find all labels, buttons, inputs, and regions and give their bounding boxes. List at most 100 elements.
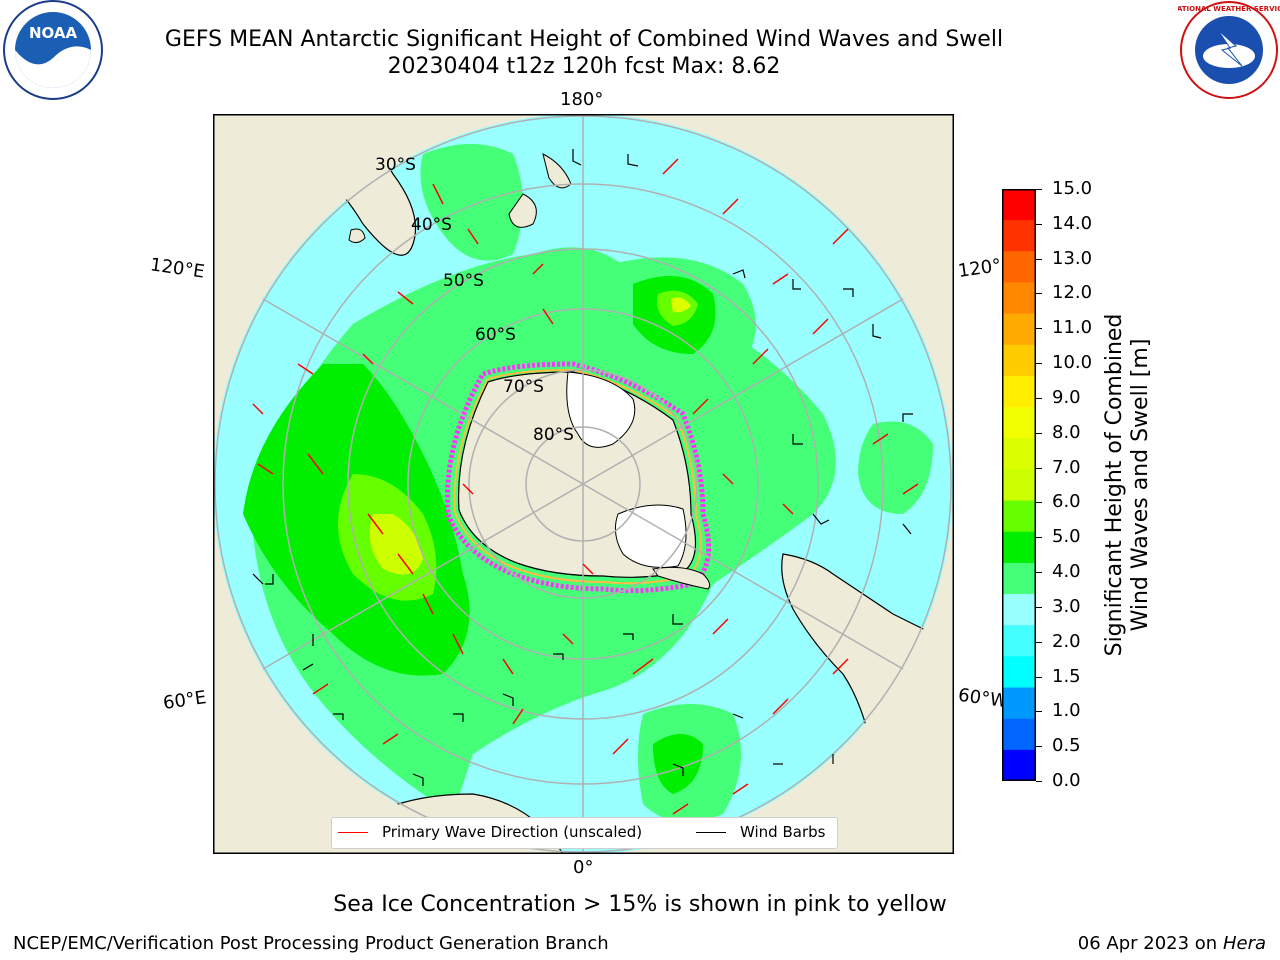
colorbar-tick-mark xyxy=(1036,572,1042,574)
colorbar-tick-mark xyxy=(1036,432,1042,434)
colorbar-tick-label: 2.0 xyxy=(1052,630,1081,652)
antarctic-peninsula xyxy=(652,566,711,590)
date-stamp: 06 Apr 2023 on Hera xyxy=(1078,933,1266,954)
colorbar-tick-label: 8.0 xyxy=(1052,421,1081,443)
wave-band-3-4-north xyxy=(420,144,523,261)
legend-label-barbs: Wind Barbs xyxy=(740,823,826,841)
lat-label-80s: 80°S xyxy=(533,425,574,445)
colorbar-cell xyxy=(1002,313,1036,346)
colorbar-cell xyxy=(1002,220,1036,252)
colorbar-tick-mark xyxy=(1036,502,1042,504)
colorbar-cell xyxy=(1002,375,1036,408)
noaa-logo-text: NOAA xyxy=(29,24,78,42)
noaa-logo: NOAA xyxy=(3,0,103,100)
machine-name: Hera xyxy=(1222,933,1266,954)
wave-band-6-7 xyxy=(369,514,423,575)
colorbar-cell xyxy=(1002,189,1036,221)
lon-label-60e: 60°E xyxy=(161,687,208,714)
wind-barbs xyxy=(252,149,913,786)
lon-label-120e: 120°E xyxy=(148,254,206,283)
lon-label-180: 180° xyxy=(560,89,604,110)
colorbar-cell xyxy=(1002,594,1036,626)
colorbar-tick-label: 10.0 xyxy=(1052,352,1093,374)
colorbar-tick-mark xyxy=(1036,189,1042,190)
colorbar-cell xyxy=(1002,469,1036,502)
lon-label-120w: 120° xyxy=(956,255,1003,282)
colorbar-tick-mark xyxy=(1036,711,1042,713)
nws-logo: NATIONAL WEATHER SERVICE xyxy=(1178,1,1280,99)
colorbar-tick-label: 1.5 xyxy=(1052,665,1081,687)
legend-label-wave: Primary Wave Direction (unscaled) xyxy=(382,823,643,841)
colorbar-cell xyxy=(1002,718,1036,751)
colorbar-tick-mark xyxy=(1036,641,1042,643)
wave-band-4-5-south xyxy=(653,734,703,794)
colorbar-tick-mark xyxy=(1036,606,1042,608)
legend-item-wave: Primary Wave Direction (unscaled) xyxy=(338,823,642,841)
colorbar-tick-label: 4.0 xyxy=(1052,561,1081,583)
chart-title: GEFS MEAN Antarctic Significant Height o… xyxy=(164,27,1004,52)
wave-arrows xyxy=(252,158,919,815)
ross-ice-shelf xyxy=(566,371,636,448)
colorbar-cell xyxy=(1002,251,1036,283)
colorbar-cells xyxy=(1002,189,1036,781)
colorbar-tick-label: 5.0 xyxy=(1052,526,1081,548)
colorbar-label-line2: Wind Waves and Swell [m] xyxy=(1128,338,1153,632)
colorbar-cell xyxy=(1002,749,1036,781)
lat-label-50s: 50°S xyxy=(443,271,484,291)
colorbar-tick-mark xyxy=(1036,258,1042,260)
sea-ice-note: Sea Ice Concentration > 15% is shown in … xyxy=(333,892,947,917)
tasmania xyxy=(348,228,366,244)
colorbar xyxy=(1002,189,1036,781)
colorbar-tick-mark xyxy=(1036,676,1042,678)
colorbar-cell xyxy=(1002,656,1036,689)
map-area: 30°S 40°S 50°S 60°S 70°S 80°S xyxy=(213,114,954,854)
lon-label-0: 0° xyxy=(573,857,594,878)
colorbar-tick-mark xyxy=(1036,781,1042,782)
date-text: 06 Apr 2023 on xyxy=(1077,933,1218,954)
legend-line-red xyxy=(338,831,368,833)
colorbar-tick-label: 11.0 xyxy=(1052,317,1093,339)
colorbar-tick-mark xyxy=(1036,293,1042,295)
legend: Primary Wave Direction (unscaled) Wind B… xyxy=(331,817,838,849)
colorbar-cell xyxy=(1002,687,1036,720)
colorbar-tick-label: 7.0 xyxy=(1052,456,1081,478)
map-frame xyxy=(213,114,954,854)
colorbar-cell xyxy=(1002,531,1036,564)
chart-subtitle: 20230404 t12z 120h fcst Max: 8.62 xyxy=(387,54,781,79)
colorbar-tick-mark xyxy=(1036,328,1042,330)
colorbar-tick-label: 12.0 xyxy=(1052,282,1093,304)
colorbar-label-line1: Significant Height of Combined xyxy=(1102,313,1127,657)
colorbar-tick-mark xyxy=(1036,467,1042,469)
colorbar-tick-label: 0.0 xyxy=(1052,770,1081,791)
colorbar-tick-label: 15.0 xyxy=(1052,178,1093,199)
nws-logo-text: NATIONAL WEATHER SERVICE xyxy=(1178,5,1280,13)
colorbar-tick-label: 6.0 xyxy=(1052,491,1081,513)
colorbar-tick-label: 13.0 xyxy=(1052,247,1093,269)
credit-text: NCEP/EMC/Verification Post Processing Pr… xyxy=(13,933,609,954)
colorbar-tick-mark xyxy=(1036,537,1042,539)
colorbar-cell xyxy=(1002,500,1036,533)
legend-item-barbs: Wind Barbs xyxy=(696,823,825,841)
colorbar-cell xyxy=(1002,407,1036,439)
colorbar-cell xyxy=(1002,344,1036,377)
colorbar-tick-label: 14.0 xyxy=(1052,212,1093,234)
colorbar-label: Significant Height of Combined Wind Wave… xyxy=(1102,314,1154,657)
colorbar-tick-label: 1.0 xyxy=(1052,700,1081,722)
weddell-ice-shelf xyxy=(614,504,687,568)
colorbar-cell xyxy=(1002,282,1036,315)
lat-label-70s: 70°S xyxy=(503,377,544,397)
colorbar-cell xyxy=(1002,438,1036,470)
colorbar-tick-mark xyxy=(1036,363,1042,365)
colorbar-frame xyxy=(1002,189,1036,781)
lat-label-30s: 30°S xyxy=(375,155,416,175)
lat-label-60s: 60°S xyxy=(475,325,516,345)
lat-label-40s: 40°S xyxy=(411,215,452,235)
wave-band-6-7-east xyxy=(671,297,691,313)
colorbar-cell xyxy=(1002,625,1036,657)
legend-line-black xyxy=(696,831,726,833)
colorbar-tick-label: 0.5 xyxy=(1052,735,1081,757)
colorbar-tick-label: 9.0 xyxy=(1052,386,1081,408)
colorbar-tick-mark xyxy=(1036,746,1042,748)
polar-map: 30°S 40°S 50°S 60°S 70°S 80°S xyxy=(213,114,954,854)
colorbar-cell xyxy=(1002,562,1036,595)
